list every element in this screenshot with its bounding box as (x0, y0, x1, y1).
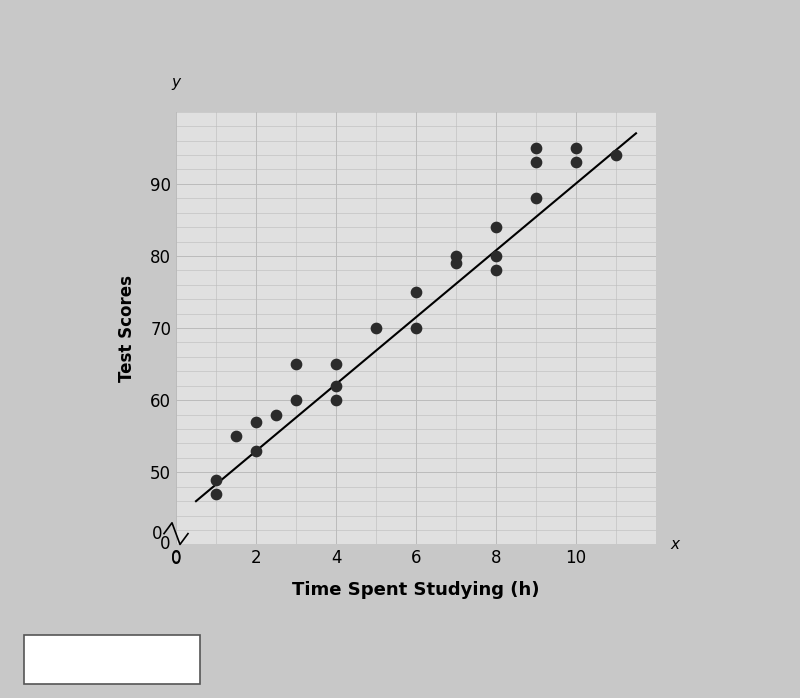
Text: y: y (171, 75, 181, 90)
Point (450, 251, 462, 262)
Point (290, 394, 302, 406)
Text: 0: 0 (159, 535, 170, 554)
Point (490, 265, 502, 276)
Point (530, 193, 542, 204)
Point (330, 394, 342, 406)
Point (370, 322, 382, 334)
Point (330, 359, 342, 370)
Point (570, 142, 582, 154)
Point (570, 156, 582, 168)
Point (230, 431, 242, 442)
Point (610, 149, 622, 161)
Point (490, 251, 502, 262)
Y-axis label: Test Scores: Test Scores (118, 274, 136, 382)
Text: 0: 0 (170, 550, 182, 568)
Point (530, 156, 542, 168)
Point (290, 359, 302, 370)
Point (330, 380, 342, 392)
Point (530, 142, 542, 154)
Point (250, 445, 262, 456)
Text: 0: 0 (151, 525, 162, 543)
Point (490, 221, 502, 232)
X-axis label: Time Spent Studying (h): Time Spent Studying (h) (292, 581, 540, 599)
Point (210, 489, 222, 500)
Point (270, 409, 282, 420)
Point (410, 322, 422, 334)
Point (410, 286, 422, 297)
Point (450, 258, 462, 269)
Point (250, 416, 262, 427)
Point (210, 474, 222, 485)
Text: x: x (670, 537, 679, 552)
